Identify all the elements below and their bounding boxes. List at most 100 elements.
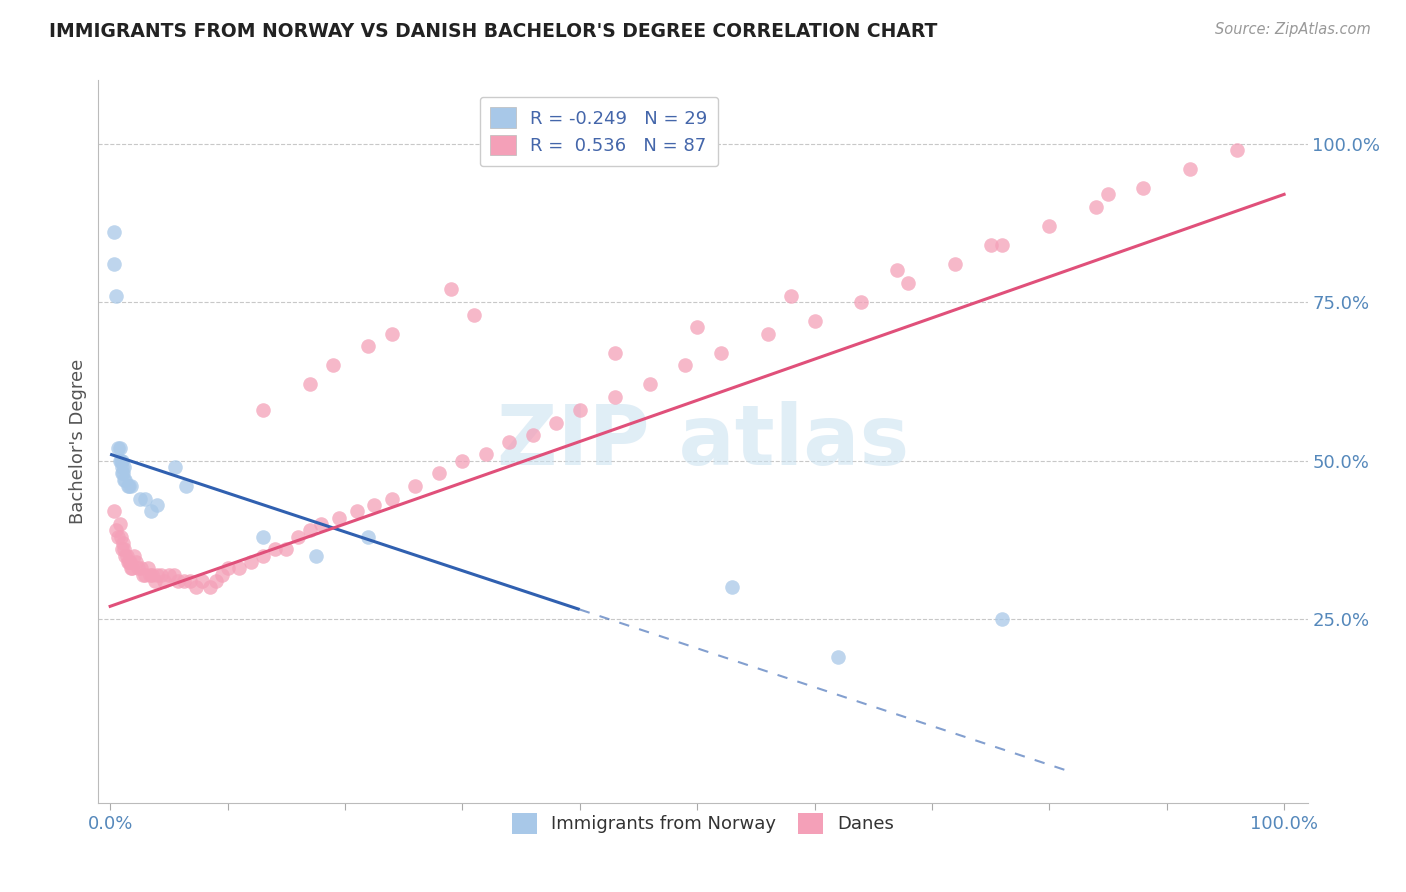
- Point: [143, 574, 166, 588]
- Point: [897, 276, 920, 290]
- Point: [673, 359, 696, 373]
- Point: [108, 453, 131, 467]
- Text: ZIP atlas: ZIP atlas: [496, 401, 910, 482]
- Point: [108, 516, 131, 531]
- Point: [991, 612, 1014, 626]
- Point: [136, 561, 159, 575]
- Point: [1038, 219, 1060, 233]
- Point: [146, 567, 169, 582]
- Point: [114, 473, 136, 487]
- Point: [103, 226, 125, 240]
- Point: [190, 574, 212, 588]
- Point: [120, 561, 142, 575]
- Point: [252, 530, 274, 544]
- Point: [546, 416, 568, 430]
- Point: [117, 479, 139, 493]
- Point: [1132, 181, 1154, 195]
- Point: [105, 289, 128, 303]
- Point: [240, 555, 263, 569]
- Text: Source: ZipAtlas.com: Source: ZipAtlas.com: [1215, 22, 1371, 37]
- Point: [115, 549, 138, 563]
- Point: [111, 459, 134, 474]
- Point: [114, 549, 136, 563]
- Point: [111, 542, 134, 557]
- Point: [127, 561, 149, 575]
- Point: [263, 542, 285, 557]
- Point: [1085, 200, 1108, 214]
- Point: [1180, 161, 1202, 176]
- Point: [110, 530, 132, 544]
- Point: [111, 467, 134, 481]
- Point: [475, 447, 498, 461]
- Point: [110, 453, 132, 467]
- Point: [328, 510, 350, 524]
- Point: [991, 238, 1014, 252]
- Point: [638, 377, 661, 392]
- Point: [276, 542, 298, 557]
- Point: [173, 574, 195, 588]
- Point: [322, 359, 344, 373]
- Point: [163, 459, 186, 474]
- Point: [346, 504, 368, 518]
- Y-axis label: Bachelor's Degree: Bachelor's Degree: [69, 359, 87, 524]
- Point: [118, 555, 141, 569]
- Point: [427, 467, 450, 481]
- Point: [304, 549, 326, 563]
- Point: [112, 536, 135, 550]
- Point: [803, 314, 825, 328]
- Point: [176, 479, 198, 493]
- Point: [134, 567, 156, 582]
- Point: [139, 567, 162, 582]
- Point: [122, 549, 145, 563]
- Point: [120, 555, 142, 569]
- Point: [404, 479, 426, 493]
- Point: [381, 491, 404, 506]
- Point: [105, 523, 128, 537]
- Point: [298, 377, 321, 392]
- Point: [252, 549, 274, 563]
- Point: [129, 561, 152, 575]
- Point: [107, 530, 129, 544]
- Point: [851, 295, 873, 310]
- Point: [184, 580, 207, 594]
- Point: [167, 574, 190, 588]
- Point: [134, 491, 156, 506]
- Point: [721, 580, 744, 594]
- Point: [1097, 187, 1119, 202]
- Point: [153, 574, 176, 588]
- Point: [217, 561, 239, 575]
- Point: [162, 567, 184, 582]
- Text: IMMIGRANTS FROM NORWAY VS DANISH BACHELOR'S DEGREE CORRELATION CHART: IMMIGRANTS FROM NORWAY VS DANISH BACHELO…: [49, 22, 938, 41]
- Point: [198, 580, 221, 594]
- Point: [125, 555, 148, 569]
- Point: [112, 459, 135, 474]
- Point: [780, 289, 803, 303]
- Point: [120, 479, 142, 493]
- Point: [603, 390, 626, 404]
- Point: [980, 238, 1002, 252]
- Point: [118, 479, 141, 493]
- Point: [357, 339, 380, 353]
- Point: [103, 504, 125, 518]
- Point: [311, 516, 333, 531]
- Point: [568, 402, 591, 417]
- Point: [157, 567, 180, 582]
- Point: [112, 467, 135, 481]
- Point: [103, 257, 125, 271]
- Point: [710, 346, 733, 360]
- Point: [886, 263, 908, 277]
- Point: [132, 567, 155, 582]
- Point: [686, 320, 709, 334]
- Point: [128, 491, 150, 506]
- Point: [112, 542, 135, 557]
- Point: [141, 567, 163, 582]
- Point: [204, 574, 226, 588]
- Point: [149, 567, 172, 582]
- Point: [252, 402, 274, 417]
- Point: [298, 523, 321, 537]
- Point: [463, 308, 485, 322]
- Point: [1226, 143, 1249, 157]
- Point: [827, 650, 849, 665]
- Point: [357, 530, 380, 544]
- Point: [121, 561, 143, 575]
